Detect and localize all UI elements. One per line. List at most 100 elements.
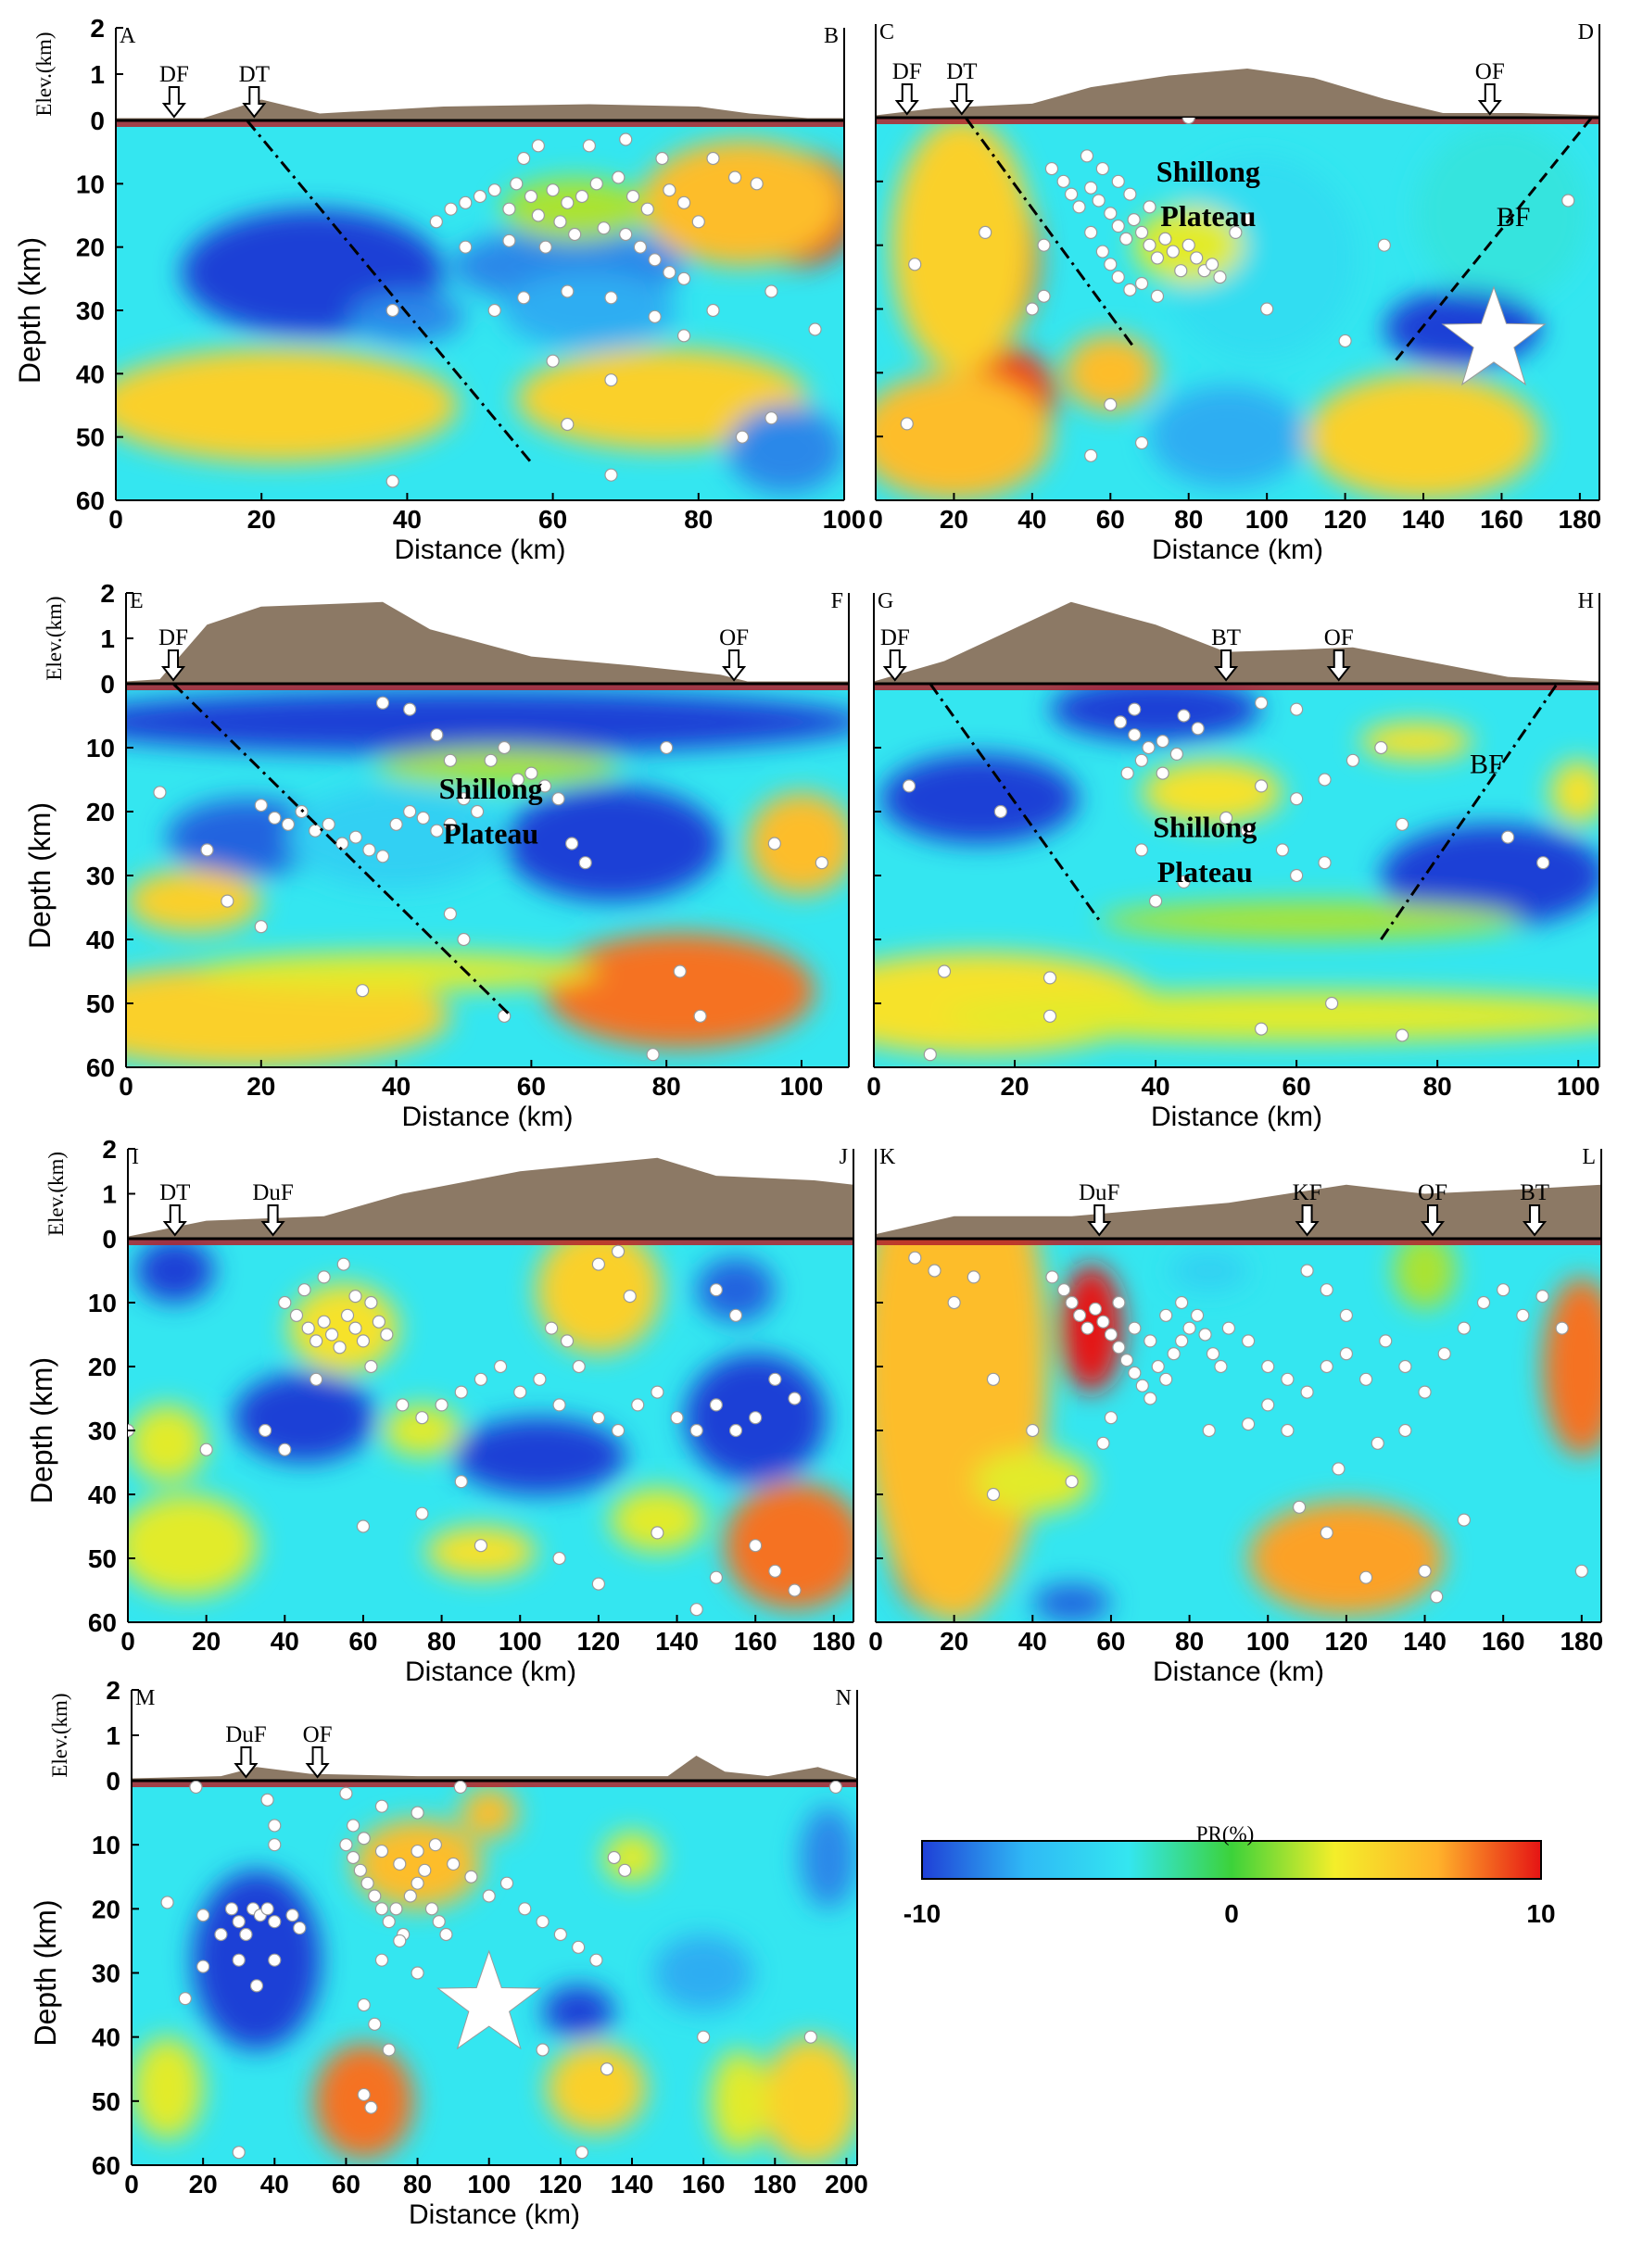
y-tick-label: 20 [76, 233, 105, 262]
elev-axis-label: Elev.(km) [43, 596, 66, 680]
fault-label: OF [1418, 1180, 1447, 1205]
fault-label: BT [1211, 625, 1241, 650]
earthquake-event [803, 2030, 817, 2044]
elev-tick-label: 0 [106, 1767, 120, 1796]
x-tick-label: 40 [1018, 1627, 1047, 1656]
earthquake-events [908, 1251, 1588, 1604]
profile-start-label: K [879, 1145, 896, 1169]
near-surface-layer [128, 1239, 853, 1245]
earthquake-event [1064, 187, 1079, 201]
earthquake-event [1159, 1308, 1173, 1322]
earthquake-event [1057, 1283, 1071, 1297]
earthquake-event [900, 417, 914, 431]
earthquake-event [310, 1334, 323, 1348]
earthquake-event [393, 1857, 407, 1871]
earthquake-event [221, 894, 234, 908]
x-tick-label: 20 [246, 1072, 275, 1101]
pr-anomaly [544, 933, 815, 1049]
x-tick-label: 120 [577, 1627, 621, 1656]
earthquake-event [572, 1359, 586, 1374]
earthquake-event [385, 303, 399, 318]
earthquake-event [660, 740, 674, 755]
earthquake-event [1111, 174, 1125, 188]
fault-label: DuF [252, 1180, 293, 1205]
earthquake-event [1111, 219, 1125, 233]
pr-anomaly [710, 2049, 768, 2153]
fault-arrow [1477, 83, 1502, 116]
x-tick-label: 20 [940, 1627, 968, 1656]
elev-tick-label: 1 [100, 624, 115, 653]
pr-anomaly [460, 1786, 518, 1839]
earthquake-event [750, 177, 764, 191]
y-tick-label: 10 [76, 170, 105, 198]
earthquake-event [1182, 1321, 1196, 1335]
x-axis-label: Distance (km) [401, 1102, 573, 1132]
pr-anomalies [876, 118, 1588, 500]
pr-anomaly [1415, 123, 1588, 303]
pr-anomaly [1063, 334, 1157, 411]
fault-label: DF [159, 62, 189, 87]
earthquake-event [356, 1519, 371, 1533]
earthquake-event [289, 1308, 304, 1322]
x-tick-label: 20 [1000, 1072, 1029, 1101]
earthquake-event [1219, 811, 1233, 825]
y-axis-label: Depth (km) [13, 237, 46, 384]
fault-trace-line [964, 117, 1135, 348]
earthquake-event [1104, 1411, 1118, 1425]
earthquake-event [1113, 715, 1128, 729]
earthquake-event [196, 1909, 210, 1922]
earthquake-event [670, 1411, 684, 1425]
earthquake-event [336, 1257, 350, 1271]
earthquake-event [499, 1876, 514, 1890]
earthquake-event [604, 291, 618, 305]
earthquake-event [160, 1896, 174, 1909]
earthquake-event [1398, 1359, 1412, 1374]
earthquake-event [1206, 1347, 1220, 1361]
earthquake-event [1096, 1436, 1110, 1450]
earthquake-event [362, 843, 376, 857]
fault-label: DuF [1079, 1180, 1119, 1205]
x-tick-label: 120 [1323, 505, 1367, 534]
profile-start-label: M [135, 1686, 155, 1710]
earthquake-event [1037, 238, 1051, 252]
x-tick-label: 0 [120, 1627, 135, 1656]
y-tick-label: 40 [86, 926, 115, 954]
earthquake-event [1198, 1328, 1212, 1342]
earthquake-event [1241, 1334, 1256, 1348]
earthquake-event [1255, 779, 1269, 793]
pr-anomaly [760, 2036, 857, 2165]
y-tick-label: 60 [92, 2151, 120, 2180]
earthquake-event [357, 1997, 371, 2012]
profile-end-label: F [831, 589, 843, 613]
pr-anomaly [1381, 824, 1599, 927]
earthquake-event [317, 1270, 331, 1284]
region-label: BF [1470, 750, 1504, 780]
earthquake-event [1042, 1009, 1057, 1023]
profile-start-label: C [879, 20, 894, 44]
pr-anomaly [1099, 901, 1523, 939]
earthquake-event [1371, 1436, 1384, 1450]
fault-label: DT [159, 1180, 190, 1205]
y-tick-label: 10 [88, 1289, 117, 1317]
earthquake-event [1181, 238, 1195, 252]
earthquake-event [591, 1257, 605, 1271]
fault-arrow [305, 1746, 330, 1779]
pr-anomaly [747, 792, 849, 895]
pr-anomaly [944, 990, 1599, 1042]
earthquake-event [1396, 1028, 1409, 1042]
x-tick-label: 140 [611, 2170, 654, 2199]
earthquake-event [513, 1385, 527, 1399]
earthquake-event [333, 1341, 347, 1354]
earthquake-event [364, 1359, 378, 1374]
fault-label: DT [239, 62, 270, 87]
earthquake-event [552, 1551, 566, 1566]
earthquake-event [646, 1048, 660, 1062]
earthquake-event [706, 151, 720, 166]
pr-anomaly [1306, 372, 1541, 500]
earthquake-event [611, 1423, 625, 1438]
earthquake-event [260, 1793, 274, 1807]
earthquake-event [663, 183, 676, 197]
earthquake-event [1134, 435, 1149, 450]
x-tick-label: 60 [348, 1627, 377, 1656]
